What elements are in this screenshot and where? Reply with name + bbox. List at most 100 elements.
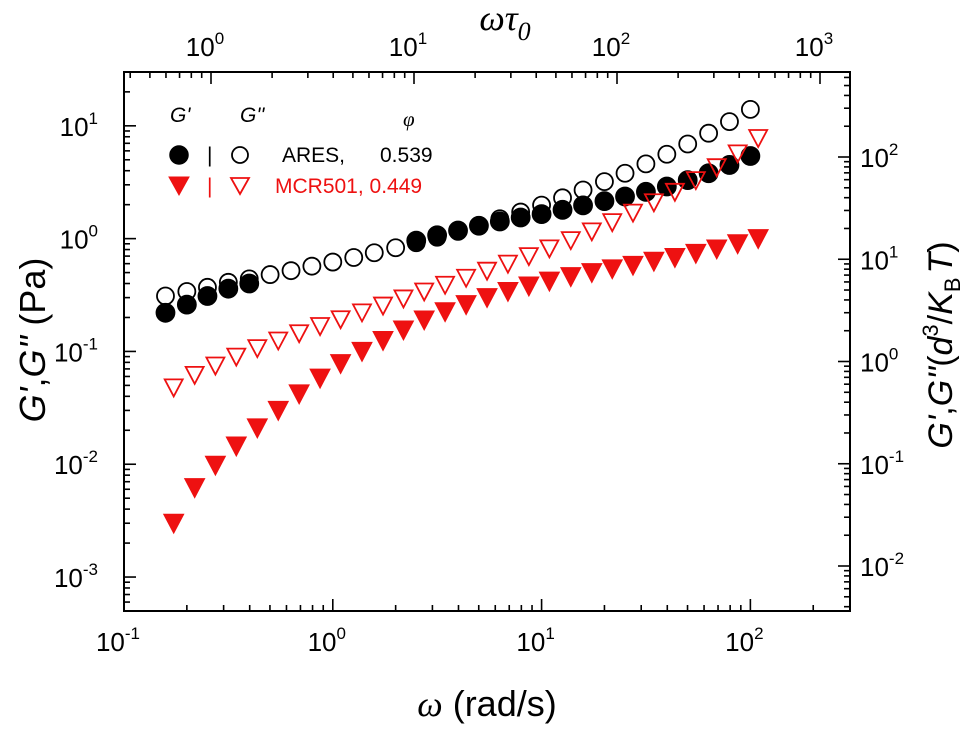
data-point (678, 134, 698, 154)
data-point (309, 368, 331, 390)
data-point (664, 248, 686, 269)
data-point (288, 384, 310, 406)
data-point (497, 254, 519, 275)
series-2 (162, 229, 770, 535)
data-point (747, 229, 770, 250)
data-point (636, 181, 656, 202)
data-point (685, 171, 707, 192)
data-point (497, 281, 519, 303)
data-point (267, 331, 289, 352)
data-point (553, 188, 572, 208)
ticks: 10-1 100 101 102 10-3 10-2 10-1 100 101 100 101 102… (54, 29, 904, 657)
data-point (225, 436, 248, 458)
data-point (699, 123, 719, 143)
top-tick-label: 100 (186, 29, 224, 62)
data-point (225, 347, 247, 368)
y-axis-label: G',G'' (Pa) (12, 258, 53, 423)
right-tick-label: 10-1 (860, 447, 904, 480)
data-point (518, 276, 540, 298)
right-tick-label: 102 (860, 140, 898, 173)
data-marks (155, 99, 770, 535)
data-point (434, 302, 456, 323)
data-point (413, 282, 435, 303)
legend-header-gdoubleprime: G'' (240, 104, 265, 127)
legend-marker-mcr-gprime (168, 176, 190, 197)
legend-separator-ares: | (207, 144, 212, 167)
data-point (685, 243, 707, 265)
right-axis-label: G',G''(d3/KBT) (918, 241, 965, 448)
data-point (455, 268, 477, 289)
data-point (510, 207, 531, 228)
legend-header-phi: φ (403, 107, 415, 131)
legend-marker-mcr-gdoubleprime (229, 177, 251, 196)
data-point (246, 418, 269, 439)
data-point (218, 278, 239, 299)
data-point (469, 215, 489, 235)
data-point (643, 193, 665, 214)
data-point (476, 288, 498, 309)
data-point (581, 222, 603, 243)
data-point (162, 513, 185, 535)
series-1 (156, 99, 760, 306)
data-point (155, 302, 176, 323)
data-point (622, 203, 644, 224)
data-point (448, 221, 468, 241)
data-point (664, 182, 686, 203)
data-point (392, 320, 415, 342)
data-point (163, 378, 185, 399)
data-point (413, 310, 436, 332)
data-point (595, 172, 614, 192)
data-point (239, 273, 260, 294)
legend-header-gprime: G' (170, 104, 191, 127)
data-point (176, 294, 197, 315)
data-point (601, 213, 623, 234)
data-point (386, 238, 406, 258)
data-point (329, 354, 352, 375)
data-point (183, 478, 206, 499)
data-point (281, 261, 301, 281)
y-tick-label: 100 (60, 222, 98, 255)
data-point (705, 239, 728, 261)
legend-label-ares: ARES, (282, 144, 345, 167)
data-point (490, 209, 510, 229)
data-point (246, 339, 268, 360)
data-point (580, 263, 603, 284)
data-point (622, 255, 644, 277)
right-tick-label: 101 (860, 242, 898, 275)
y-tick-label: 101 (60, 109, 98, 142)
legend-phi-ares: 0.539 (380, 144, 433, 167)
data-point (657, 144, 677, 164)
data-point (601, 259, 624, 280)
data-point (260, 265, 280, 284)
data-point (392, 289, 414, 310)
data-point (532, 195, 551, 215)
data-point (323, 252, 343, 272)
data-point (344, 248, 364, 267)
data-point (288, 324, 310, 345)
data-point (364, 243, 384, 263)
data-point (615, 163, 635, 183)
plot-frame (123, 71, 851, 612)
data-point (727, 144, 749, 165)
data-point (538, 271, 561, 293)
top-tick-label: 102 (592, 29, 630, 62)
data-point (511, 202, 531, 222)
x-tick-label: 100 (308, 624, 346, 657)
x-tick-label: 101 (516, 624, 554, 657)
y-tick-label: 10-2 (54, 447, 98, 480)
legend: G' G'' φ | ARES, 0.539 | MCR501, 0.449 (168, 104, 433, 198)
legend-marker-ares-gdoubleprime (231, 146, 249, 164)
data-point (204, 356, 226, 377)
data-point (351, 341, 373, 363)
data-point (267, 400, 290, 422)
data-point (351, 303, 373, 324)
data-point (177, 282, 197, 301)
x-tick-label: 10-1 (96, 624, 140, 657)
right-tick-label: 100 (860, 345, 898, 378)
right-tick-label: 10-2 (860, 549, 904, 582)
series-3 (163, 129, 769, 399)
x-axis-label: ω (rad/s) (417, 683, 556, 724)
data-point (740, 99, 760, 119)
top-axis-label: ωτ0 (479, 0, 530, 46)
